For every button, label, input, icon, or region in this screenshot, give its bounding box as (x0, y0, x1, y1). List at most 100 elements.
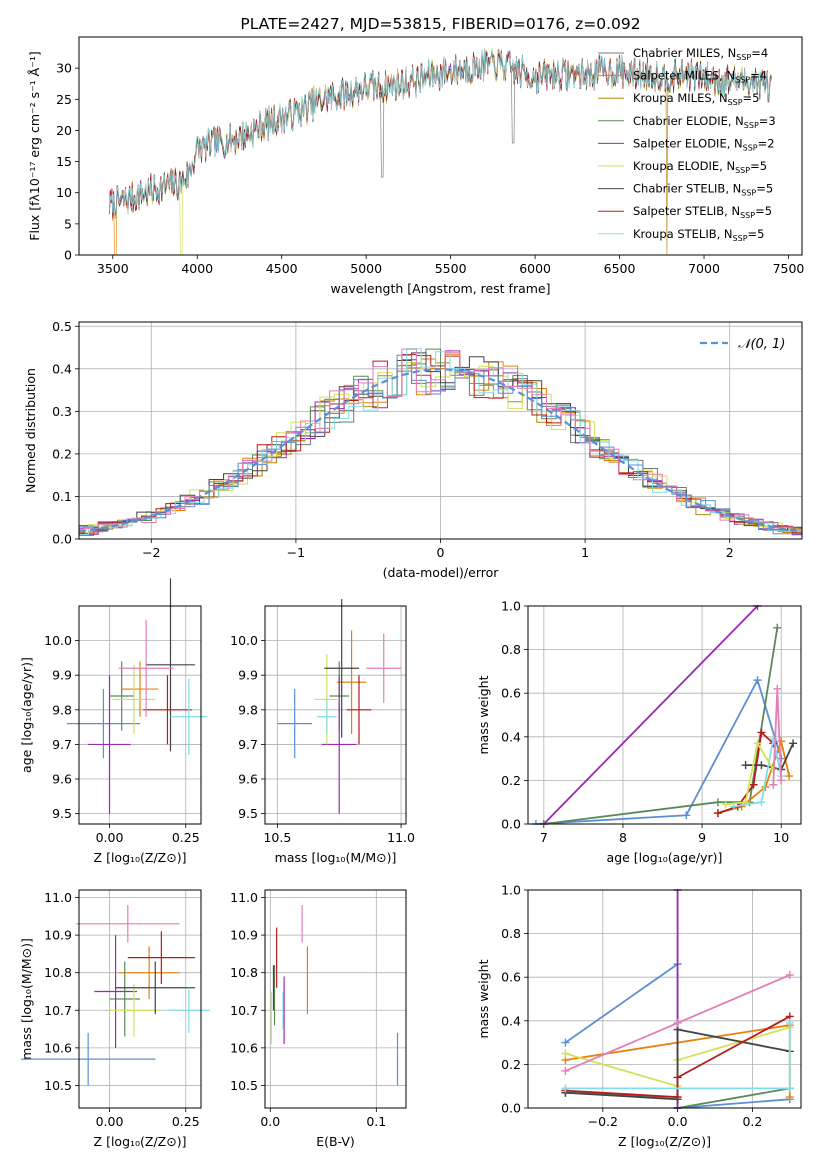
x-tick-label: 0.00 (96, 830, 124, 845)
legend-subscript: SSP (741, 189, 756, 198)
weight-series-line (733, 738, 783, 808)
y-tick-label: 0.4 (501, 1013, 521, 1028)
y-tick-label: 30 (56, 61, 72, 76)
x-tick-label: −0.2 (588, 1114, 618, 1129)
ticks (75, 897, 187, 1112)
y-tick-label: 15 (56, 154, 72, 169)
x-tick-label: 0.00 (96, 1114, 124, 1129)
legend-entry: Kroupa STELIB, NSSP=5 (633, 227, 764, 243)
legend-entry: Kroupa MILES, NSSP=5 (633, 91, 759, 107)
x-tick-label: 7500 (773, 261, 805, 276)
y-tick-label: 10.6 (230, 1040, 258, 1055)
legend-value: =5 (748, 227, 765, 241)
x-axis-label: wavelength [Angstrom, rest frame] (330, 281, 550, 296)
weight-point-marker (757, 798, 766, 807)
ticks (75, 67, 789, 259)
y-tick-label: 9.5 (238, 806, 258, 821)
legend-value: =5 (743, 91, 760, 105)
y-tick-label: 10.7 (230, 1003, 258, 1018)
x-axis-label: E(B-V) (316, 1134, 355, 1149)
y-tick-label: 10.9 (44, 928, 72, 943)
errorbar-point (167, 987, 211, 1033)
y-tick-label: 0.2 (52, 446, 72, 461)
gridlines (528, 889, 801, 1109)
y-tick-label: 9.8 (238, 702, 258, 717)
legend-value: =3 (759, 114, 776, 128)
x-tick-label: 1 (581, 545, 589, 560)
gridlines (265, 890, 406, 1108)
weight-series-line (565, 1028, 790, 1101)
weight-series-line (543, 627, 779, 825)
x-axis-label: Z [log₁₀(Z/Z⊙)] (618, 1134, 711, 1149)
axes-frame (527, 889, 802, 1109)
ticks (524, 889, 753, 1112)
x-tick-label: 10.5 (263, 830, 291, 845)
weight-point-marker (673, 1073, 682, 1082)
weight-point-marker (713, 809, 722, 818)
spectrum-panel: 3500 4000 4500 5000 5500 6000 6500 7000 7500 0 5 10… (27, 15, 804, 296)
axes-frame (527, 605, 802, 825)
weight-point-marker (757, 728, 766, 737)
weight-point-marker (757, 761, 766, 770)
spectrum-series-line (109, 48, 772, 219)
y-tick-label: 0.6 (501, 686, 521, 701)
errorbar-point (75, 905, 180, 943)
axes-frame (264, 889, 407, 1109)
x-tick-label: 5000 (350, 261, 382, 276)
y-tick-label: 9.7 (238, 737, 258, 752)
weight-point-marker (753, 676, 762, 685)
y-tick-label: 9.7 (52, 737, 72, 752)
errorbar-point (346, 675, 372, 745)
legend-label: Kroupa MILES, N (633, 91, 728, 105)
legend-value: =5 (750, 159, 767, 173)
x-tick-label: 0.2 (742, 1114, 762, 1129)
y-axis-label: Flux [fλ10⁻¹⁷ erg cm⁻² s⁻¹ Å⁻¹] (27, 51, 42, 240)
legend-subscript: SSP (735, 76, 750, 85)
ticks (261, 897, 377, 1112)
legend-entry: Salpeter ELODIE, NSSP=2 (633, 136, 775, 152)
histogram-step (79, 358, 802, 535)
x-axis-label: Z [log₁₀(Z/Z⊙)] (94, 1134, 187, 1149)
y-tick-label: 11.0 (230, 890, 258, 905)
y-tick-label: 10.7 (44, 1003, 72, 1018)
legend-subscript: SSP (728, 98, 743, 107)
legend-entry: Kroupa ELODIE, NSSP=5 (633, 159, 767, 175)
x-tick-label: −2 (142, 545, 160, 560)
y-tick-label: 0.2 (501, 773, 521, 788)
errorbar-point (109, 983, 159, 1037)
y-tick-label: 0.4 (501, 729, 521, 744)
y-tick-label: 1.0 (501, 599, 521, 614)
weight-point-marker (561, 1049, 570, 1058)
mass-weight-vs-age-panel: 7 8 9 10 0.0 0.2 0.4 0.6 0.8 1.0 age [log₁₀(age/yr… (476, 599, 802, 865)
x-tick-label: 10 (773, 830, 789, 845)
errorbar-point (21, 1032, 156, 1086)
errorbar-point (127, 931, 195, 984)
weight-series-line (725, 740, 775, 806)
y-tick-label: 10.8 (44, 965, 72, 980)
weight-point-marker (673, 1018, 682, 1027)
y-tick-label: 11.0 (44, 890, 72, 905)
errorbar-point (118, 619, 174, 717)
y-axis-label: mass weight (476, 675, 491, 754)
weight-point-marker (721, 800, 730, 809)
weight-point-marker (773, 684, 782, 693)
age-vs-metallicity-panel: 0.00 0.25 9.5 9.6 9.7 9.8 9.9 10.0 Z [log₁₀(Z/Z⊙… (19, 578, 208, 865)
weight-point-marker (561, 1066, 570, 1075)
weight-point-marker (741, 761, 750, 770)
weight-point-marker (713, 798, 722, 807)
y-tick-label: 9.5 (52, 806, 72, 821)
y-tick-label: 25 (56, 92, 72, 107)
legend-entry: 𝒩(0, 1) (738, 337, 785, 352)
y-tick-label: 9.6 (52, 772, 72, 787)
legend-label: Chabrier ELODIE, N (633, 114, 744, 128)
x-axis-label: mass [log₁₀(M/M⊙)] (275, 850, 397, 865)
legend-entry: Chabrier MILES, NSSP=4 (633, 46, 768, 62)
weight-point-marker (785, 1093, 794, 1102)
weight-point-marker (749, 780, 758, 789)
histogram-step (79, 348, 802, 535)
x-tick-label: 11.0 (387, 830, 415, 845)
x-tick-label: 0.1 (366, 1114, 386, 1129)
x-axis-label: (data-model)/error (383, 565, 500, 580)
legend-value: =5 (756, 182, 773, 196)
legend-label: Kroupa STELIB, N (633, 227, 733, 241)
